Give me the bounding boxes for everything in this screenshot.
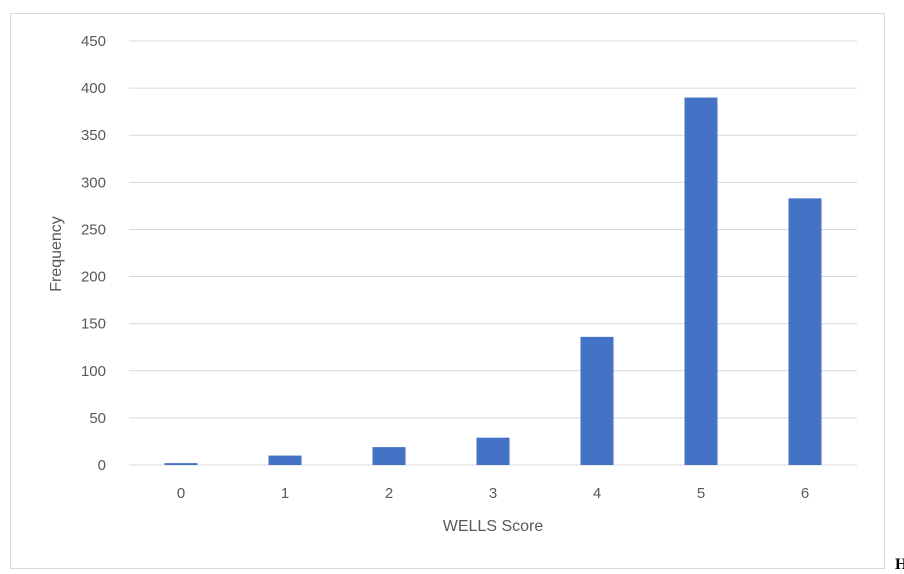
- bar-2: [372, 447, 406, 465]
- bar-5: [684, 97, 718, 466]
- bar-0: [164, 463, 198, 465]
- bar-3: [476, 437, 510, 465]
- chart-frame: [10, 13, 885, 569]
- y-tick-label: 250: [81, 221, 106, 238]
- x-tick-label: 1: [281, 485, 289, 502]
- bar-4: [580, 336, 614, 465]
- y-tick-label: 450: [81, 33, 106, 50]
- y-tick-label: 50: [89, 410, 106, 427]
- x-tick-label: 4: [593, 485, 601, 502]
- y-tick-label: 0: [98, 457, 106, 474]
- x-tick-label: 5: [697, 485, 705, 502]
- y-tick-label: 350: [81, 127, 106, 144]
- x-axis-title: WELLS Score: [443, 518, 544, 535]
- y-tick-label: 150: [81, 316, 106, 333]
- y-tick-label: 200: [81, 269, 106, 286]
- y-tick-label: 400: [81, 80, 106, 97]
- stray-letter: H: [895, 556, 904, 573]
- x-tick-label: 6: [801, 485, 809, 502]
- y-axis-title: Frequency: [48, 216, 65, 292]
- grid-lines: [129, 40, 857, 466]
- x-tick-labels: 0 1 2 3 4 5 6: [177, 485, 809, 502]
- bars: [164, 97, 822, 466]
- x-tick-label: 0: [177, 485, 185, 502]
- bar-1: [268, 455, 302, 465]
- y-tick-label: 300: [81, 174, 106, 191]
- y-tick-label: 100: [81, 363, 106, 380]
- x-tick-label: 2: [385, 485, 393, 502]
- y-tick-labels: 0 50 100 150 200 250 300 350 400 450: [81, 33, 106, 474]
- x-tick-label: 3: [489, 485, 497, 502]
- bar-6: [788, 198, 822, 465]
